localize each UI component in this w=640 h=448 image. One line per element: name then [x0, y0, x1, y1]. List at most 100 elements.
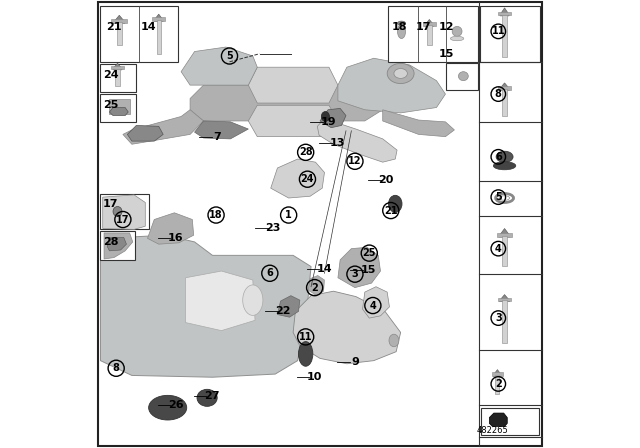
Ellipse shape [496, 151, 513, 162]
FancyBboxPatch shape [98, 2, 541, 446]
Text: 27: 27 [204, 392, 220, 401]
Text: 6: 6 [266, 268, 273, 278]
Ellipse shape [389, 334, 399, 347]
Polygon shape [500, 295, 509, 302]
Text: 6: 6 [495, 152, 502, 162]
Text: 2: 2 [495, 379, 502, 389]
Text: 482265: 482265 [476, 426, 508, 435]
Polygon shape [154, 14, 163, 21]
Polygon shape [186, 271, 255, 331]
Polygon shape [362, 287, 389, 318]
Polygon shape [502, 89, 507, 116]
Text: 5: 5 [226, 51, 233, 61]
Polygon shape [109, 108, 128, 116]
Text: 12: 12 [348, 156, 362, 166]
Polygon shape [498, 298, 511, 302]
Text: 4: 4 [369, 301, 376, 310]
Polygon shape [502, 236, 508, 266]
Ellipse shape [321, 112, 330, 121]
Ellipse shape [451, 36, 464, 41]
Text: 23: 23 [265, 224, 281, 233]
Ellipse shape [397, 21, 406, 26]
Polygon shape [308, 276, 324, 296]
Polygon shape [181, 47, 257, 85]
Text: 8: 8 [495, 89, 502, 99]
Text: 16: 16 [168, 233, 184, 243]
Polygon shape [102, 195, 145, 229]
Polygon shape [499, 12, 511, 15]
Polygon shape [248, 105, 338, 137]
Polygon shape [495, 375, 499, 394]
Ellipse shape [113, 207, 122, 216]
Ellipse shape [493, 162, 516, 170]
Polygon shape [190, 85, 383, 121]
Polygon shape [499, 228, 510, 237]
Polygon shape [157, 20, 161, 53]
Ellipse shape [388, 195, 402, 212]
Polygon shape [111, 66, 124, 69]
Ellipse shape [243, 285, 263, 315]
Polygon shape [114, 15, 125, 23]
Text: 24: 24 [103, 70, 118, 80]
Text: 5: 5 [495, 192, 502, 202]
Polygon shape [195, 121, 248, 139]
Polygon shape [423, 22, 436, 26]
Polygon shape [320, 108, 346, 128]
Text: 15: 15 [438, 49, 454, 59]
Polygon shape [113, 63, 122, 70]
Text: 1: 1 [285, 210, 292, 220]
Ellipse shape [394, 69, 408, 78]
Polygon shape [493, 370, 502, 376]
FancyBboxPatch shape [100, 231, 136, 260]
Polygon shape [500, 83, 509, 90]
Polygon shape [271, 159, 324, 198]
Text: 3: 3 [495, 313, 502, 323]
Polygon shape [383, 110, 454, 137]
Polygon shape [104, 233, 132, 259]
Text: 11: 11 [492, 26, 505, 36]
Polygon shape [100, 235, 311, 377]
Polygon shape [338, 247, 380, 288]
Text: 2: 2 [311, 283, 318, 293]
FancyBboxPatch shape [446, 63, 477, 90]
Polygon shape [500, 8, 509, 16]
Text: 3: 3 [351, 269, 358, 279]
Polygon shape [277, 296, 300, 317]
Text: 8: 8 [113, 363, 120, 373]
Polygon shape [107, 237, 127, 251]
Text: 7: 7 [213, 132, 221, 142]
Ellipse shape [500, 196, 509, 200]
Text: 17: 17 [103, 199, 118, 209]
Polygon shape [338, 58, 445, 113]
Text: 18: 18 [392, 22, 408, 32]
Polygon shape [427, 25, 431, 45]
Polygon shape [147, 213, 194, 244]
Text: 14: 14 [141, 22, 157, 32]
Text: 20: 20 [379, 175, 394, 185]
Polygon shape [152, 17, 165, 21]
FancyBboxPatch shape [481, 6, 540, 62]
Polygon shape [502, 14, 507, 57]
Text: 21: 21 [384, 206, 397, 215]
Polygon shape [502, 300, 507, 343]
Polygon shape [123, 110, 204, 144]
Text: 12: 12 [438, 22, 454, 32]
Polygon shape [111, 19, 127, 23]
Ellipse shape [298, 341, 313, 366]
FancyBboxPatch shape [100, 194, 149, 229]
Text: 17: 17 [116, 215, 130, 224]
Polygon shape [490, 413, 508, 426]
Polygon shape [317, 119, 397, 162]
FancyBboxPatch shape [481, 408, 539, 435]
Ellipse shape [197, 389, 217, 406]
Polygon shape [109, 99, 129, 114]
Text: 21: 21 [106, 22, 122, 32]
Text: 11: 11 [299, 332, 312, 342]
FancyBboxPatch shape [388, 6, 477, 62]
Text: 10: 10 [307, 372, 323, 382]
Ellipse shape [458, 72, 468, 81]
Polygon shape [115, 69, 120, 86]
Text: 13: 13 [330, 138, 345, 148]
Text: 19: 19 [320, 117, 336, 127]
Text: 14: 14 [317, 264, 332, 274]
